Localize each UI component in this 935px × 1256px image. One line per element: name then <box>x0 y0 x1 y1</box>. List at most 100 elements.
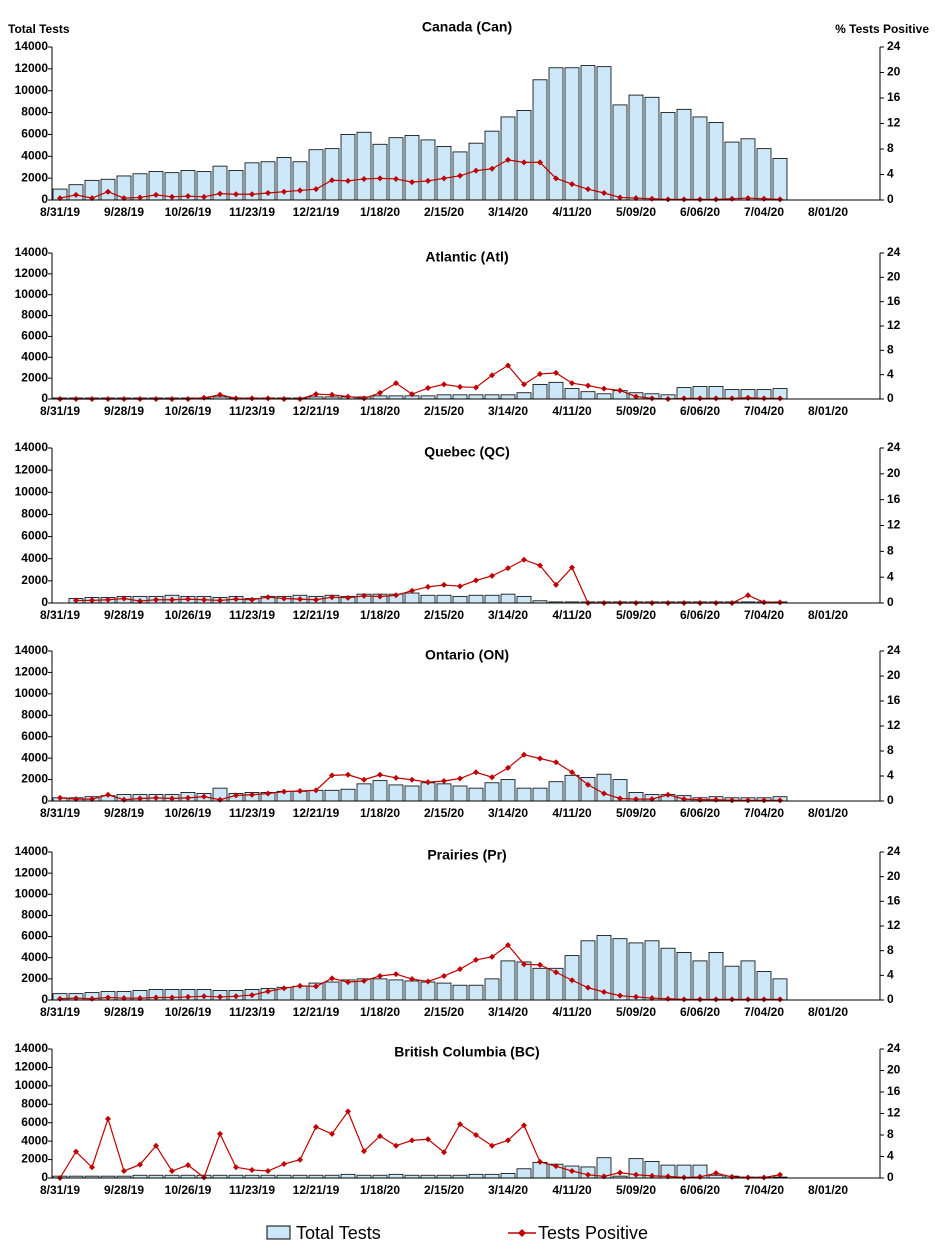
marker <box>569 380 575 387</box>
marker <box>281 595 287 602</box>
marker <box>393 592 399 599</box>
y-tick-label: 2000 <box>21 370 48 384</box>
marker <box>553 175 559 182</box>
bar <box>356 131 372 201</box>
bar <box>484 594 500 604</box>
y2-tick-label: 4 <box>887 968 894 982</box>
marker <box>713 996 719 1003</box>
marker <box>393 971 399 978</box>
y-tick-label: 14000 <box>15 1041 49 1055</box>
y-tick-label: 12000 <box>15 1060 49 1074</box>
legend-label: Tests Positive <box>538 1223 648 1243</box>
y-tick-label: 2000 <box>21 772 48 786</box>
marker <box>137 795 143 802</box>
marker <box>553 369 559 376</box>
y2-tick-label: 12 <box>887 518 901 532</box>
marker <box>185 993 191 1000</box>
marker <box>105 188 111 195</box>
y2-tick-label: 12 <box>887 1106 901 1120</box>
marker <box>441 972 447 979</box>
marker <box>345 177 351 184</box>
marker <box>409 179 415 186</box>
bar <box>308 149 324 201</box>
y-tick-label: 10000 <box>15 686 49 700</box>
x-tick-label: 2/15/20 <box>424 205 464 219</box>
marker <box>537 371 543 378</box>
bar <box>772 158 788 201</box>
y-tick-label: 14000 <box>15 844 49 858</box>
marker <box>617 1169 623 1176</box>
y2-tick-label: 0 <box>887 391 894 405</box>
marker <box>441 381 447 388</box>
marker <box>105 994 111 1001</box>
marker <box>377 1133 383 1140</box>
x-tick-label: 8/31/19 <box>40 1183 80 1197</box>
y2-tick-label: 16 <box>887 294 901 308</box>
marker <box>761 599 767 606</box>
marker <box>137 1161 143 1168</box>
marker <box>585 382 591 389</box>
y-tick-label: 0 <box>41 1170 48 1184</box>
marker <box>377 771 383 778</box>
y-tick-label: 12000 <box>15 665 49 679</box>
line <box>59 159 781 200</box>
bar <box>420 594 436 604</box>
bar <box>340 788 356 802</box>
y-tick-label: 12000 <box>15 462 49 476</box>
x-tick-label: 9/28/19 <box>104 1005 144 1019</box>
y-tick-label: 8000 <box>21 707 48 721</box>
x-tick-label: 10/26/19 <box>165 608 212 622</box>
bar <box>660 947 676 1001</box>
marker <box>281 985 287 992</box>
bar <box>740 138 756 201</box>
marker <box>185 794 191 801</box>
marker <box>265 790 271 797</box>
marker <box>121 1168 127 1175</box>
x-tick-label: 7/04/20 <box>744 404 784 418</box>
bar <box>516 1168 532 1179</box>
y2-tick-label: 20 <box>887 1063 901 1077</box>
marker <box>169 994 175 1001</box>
x-tick-label: 10/26/19 <box>165 205 212 219</box>
marker <box>153 1142 159 1149</box>
marker <box>665 196 671 203</box>
marker <box>249 596 255 603</box>
marker <box>777 996 783 1003</box>
x-tick-label: 10/26/19 <box>165 806 212 820</box>
marker <box>553 969 559 976</box>
marker <box>745 592 751 599</box>
bar <box>724 141 740 201</box>
y-tick-label: 8000 <box>21 308 48 322</box>
marker <box>233 993 239 1000</box>
bar <box>420 139 436 201</box>
marker <box>361 592 367 599</box>
y-tick-label: 2000 <box>21 573 48 587</box>
marker <box>649 395 655 402</box>
y-tick-label: 4000 <box>21 1133 48 1147</box>
marker <box>633 993 639 1000</box>
marker <box>537 159 543 166</box>
x-tick-label: 8/31/19 <box>40 806 80 820</box>
bar <box>356 783 372 802</box>
y2-tick-label: 0 <box>887 992 894 1006</box>
marker <box>89 597 95 604</box>
marker <box>393 380 399 387</box>
x-tick-label: 10/26/19 <box>165 1183 212 1197</box>
y2-tick-label: 20 <box>887 668 901 682</box>
marker <box>73 1148 79 1155</box>
marker <box>777 797 783 804</box>
x-tick-label: 3/14/20 <box>488 806 528 820</box>
bar <box>580 391 596 400</box>
marker <box>73 597 79 604</box>
bar <box>484 782 500 802</box>
bar <box>660 112 676 201</box>
marker <box>345 393 351 400</box>
marker <box>249 992 255 999</box>
marker <box>521 159 527 166</box>
y-tick-label: 0 <box>41 391 48 405</box>
y-tick-label: 0 <box>41 992 48 1006</box>
x-tick-label: 11/23/19 <box>229 1183 275 1197</box>
bar <box>500 593 516 604</box>
bar <box>708 122 724 201</box>
bar <box>708 952 724 1001</box>
